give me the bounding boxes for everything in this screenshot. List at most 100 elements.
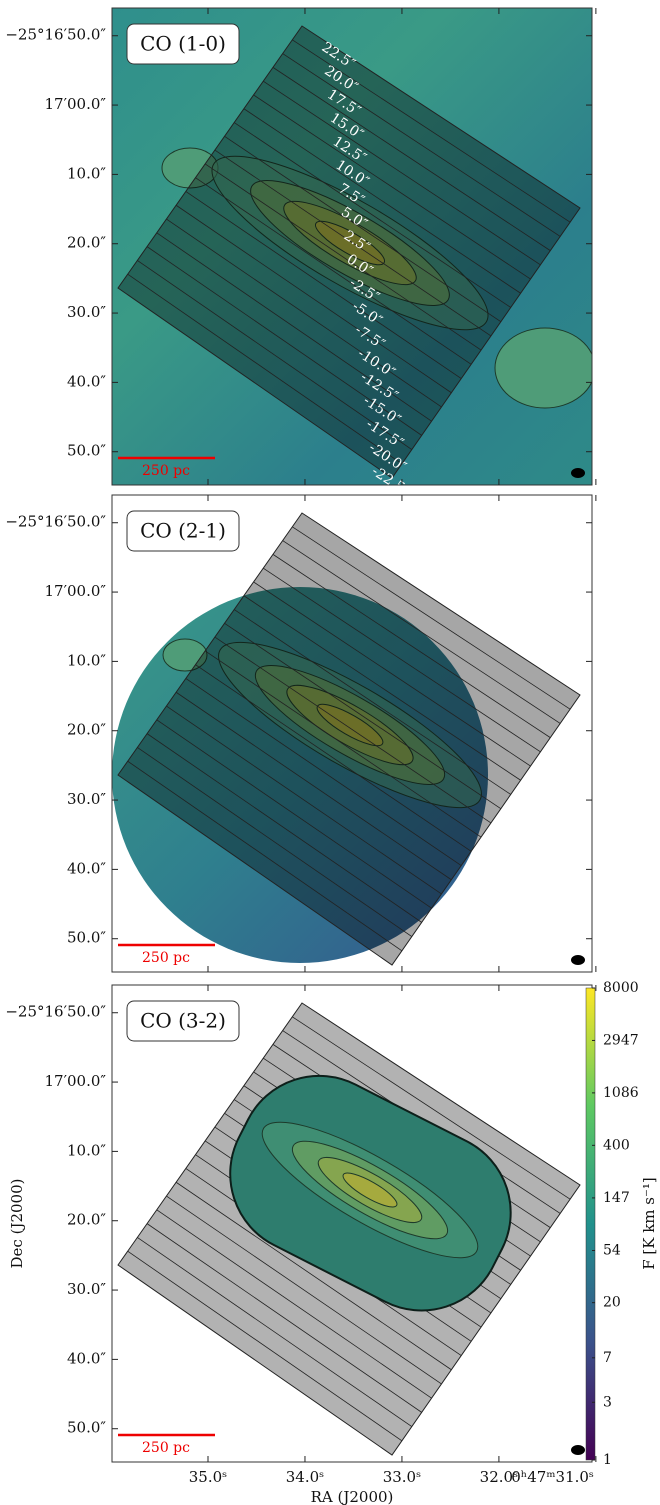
x-tick-label: 32.0ˢ xyxy=(480,1468,518,1486)
slice-line xyxy=(175,1181,452,1371)
colorbar xyxy=(585,987,596,1461)
colorbar-tick-label: 2947 xyxy=(603,1032,639,1048)
slice-line xyxy=(272,67,551,251)
x-axis-label: RA (J2000) xyxy=(311,1488,394,1505)
title-box xyxy=(126,23,240,65)
slice-line xyxy=(282,540,561,724)
y-tick-label: −25°16′50.0″ xyxy=(5,513,106,531)
colorbar-tick-label: 400 xyxy=(603,1137,630,1153)
slice-line xyxy=(204,163,482,351)
emission-contour xyxy=(162,638,208,672)
y-tick-label: −25°16′50.0″ xyxy=(5,1003,106,1021)
colorbar-tick-label: 20 xyxy=(603,1295,621,1311)
slice-line xyxy=(156,719,432,909)
colorbar-tick-label: 3 xyxy=(603,1394,612,1410)
y-tick-label: 17′00.0″ xyxy=(45,95,107,113)
colorbar-tick-label: 1 xyxy=(603,1452,612,1468)
frame xyxy=(111,494,593,973)
slice-line xyxy=(166,218,442,408)
y-tick-label: 17′00.0″ xyxy=(45,1072,107,1090)
beam xyxy=(571,955,585,965)
y-tick-label: 40.0″ xyxy=(67,1349,106,1367)
map-panel xyxy=(112,8,592,485)
y-tick-label: 50.0″ xyxy=(67,1419,106,1437)
panel-title: CO (2-1) xyxy=(140,519,226,543)
slice-line xyxy=(292,1016,571,1200)
y-tick-label: 30.0″ xyxy=(67,1280,106,1298)
y-tick-label: 20.0″ xyxy=(67,721,106,739)
x-tick-label: 0ʰ47ᵐ31.0ˢ xyxy=(511,1468,594,1486)
slice-line xyxy=(185,678,462,866)
map-image xyxy=(112,587,488,963)
beam xyxy=(571,1445,585,1455)
slice-line xyxy=(146,733,422,923)
slice-line xyxy=(156,1209,432,1399)
beam xyxy=(571,468,585,478)
y-tick-label: 20.0″ xyxy=(67,1211,106,1229)
slice-line xyxy=(127,760,403,952)
slice-line xyxy=(263,80,541,266)
x-tick-label: 33.0ˢ xyxy=(383,1468,421,1486)
emission-contour xyxy=(342,1172,398,1208)
slice-line xyxy=(137,260,413,450)
y-tick-label: 50.0″ xyxy=(67,442,106,460)
y-tick-label: 30.0″ xyxy=(67,790,106,808)
slice-line xyxy=(146,246,422,436)
slice-line xyxy=(175,204,452,394)
y-tick-label: 50.0″ xyxy=(67,929,106,947)
slice-line xyxy=(195,177,472,365)
colorbar-tick-label: 8000 xyxy=(603,980,639,996)
map-panel xyxy=(112,495,592,972)
slice-line xyxy=(224,135,502,323)
slice-line xyxy=(204,650,482,838)
title-box xyxy=(126,510,240,552)
slice-line xyxy=(127,273,403,465)
slice-line xyxy=(272,554,551,738)
scale-bar-label: 250 pc xyxy=(142,950,190,966)
slice-line xyxy=(166,1195,442,1385)
slice-line xyxy=(127,1250,403,1442)
slice-line xyxy=(166,705,442,895)
emission-contour xyxy=(314,220,386,266)
y-tick-label: 10.0″ xyxy=(67,651,106,669)
y-tick-label: 10.0″ xyxy=(67,1141,106,1159)
panel-title: CO (1-0) xyxy=(140,32,226,56)
slice-line xyxy=(243,108,521,294)
y-tick-label: 10.0″ xyxy=(67,164,106,182)
slice-line xyxy=(292,39,571,223)
y-tick-label: 30.0″ xyxy=(67,303,106,321)
colorbar-label: F [K km s⁻¹] xyxy=(640,1177,658,1270)
colorbar-tick-label: 54 xyxy=(603,1243,621,1259)
slice-line xyxy=(175,691,452,881)
title-box xyxy=(126,1000,240,1042)
slice-line xyxy=(195,664,472,852)
y-tick-label: 40.0″ xyxy=(67,859,106,877)
colorbar-tick-label: 147 xyxy=(603,1190,630,1206)
slit-region xyxy=(117,25,581,479)
panel-title: CO (3-2) xyxy=(140,1009,226,1033)
slice-line xyxy=(185,191,462,379)
x-tick-label: 35.0ˢ xyxy=(189,1468,227,1486)
slice-line xyxy=(233,609,511,795)
slice-line xyxy=(282,53,561,237)
y-tick-label: 40.0″ xyxy=(67,372,106,390)
slice-line xyxy=(214,636,492,824)
slice-line xyxy=(292,526,571,710)
emission-contour xyxy=(494,327,592,409)
slice-line xyxy=(137,747,413,937)
scale-bar-label: 250 pc xyxy=(142,1440,190,1456)
frame xyxy=(111,7,593,486)
slice-line xyxy=(137,1237,413,1427)
slice-line xyxy=(214,149,492,337)
x-tick-label: 34.0ˢ xyxy=(286,1468,324,1486)
slice-line xyxy=(243,595,521,781)
slice-line xyxy=(156,232,432,422)
y-axis-label: Dec (J2000) xyxy=(8,1179,26,1269)
slice-line xyxy=(253,581,531,767)
slice-line xyxy=(233,122,511,308)
slice-line xyxy=(263,567,541,753)
slice-line xyxy=(224,622,502,810)
y-tick-label: −25°16′50.0″ xyxy=(5,26,106,44)
